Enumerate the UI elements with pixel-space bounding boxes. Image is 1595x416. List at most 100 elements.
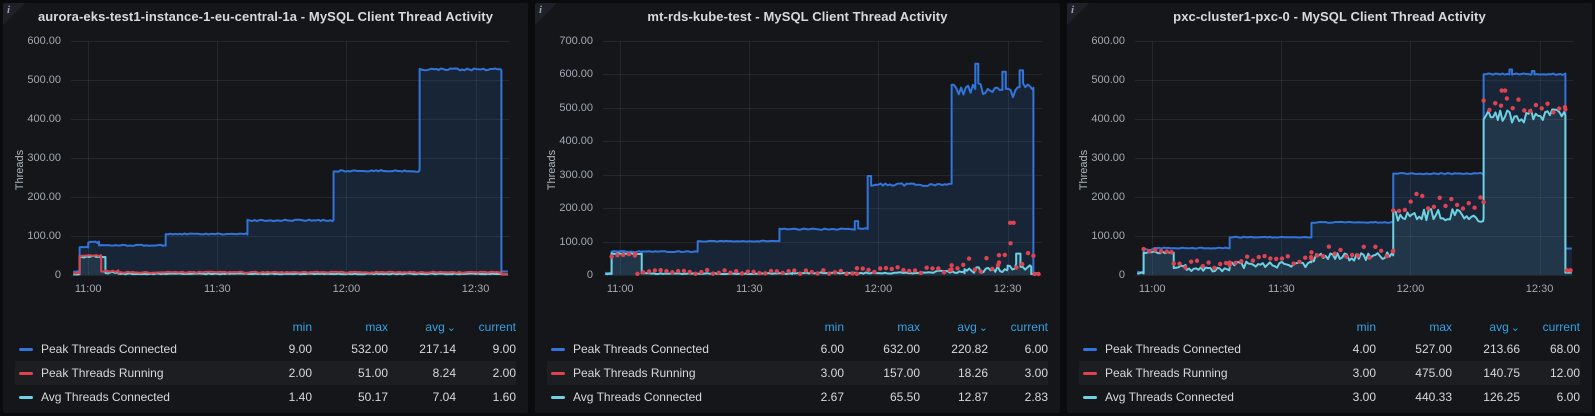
panel-title: aurora-eks-test1-instance-1-eu-central-1… (37, 8, 494, 24)
panel-info-corner[interactable]: i (3, 3, 25, 25)
stat-current: 9.00 (492, 342, 516, 356)
stat-min: 2.67 (820, 390, 844, 404)
stat-current: 2.00 (492, 366, 516, 380)
stat-current: 6.00 (1024, 342, 1048, 356)
timeseries-chart-canvas[interactable] (1071, 29, 1586, 311)
stat-avg: 12.87 (957, 390, 988, 404)
stat-current: 1.60 (492, 390, 516, 404)
legend-row-peak-threads-running: Peak Threads Running 3.00 157.00 18.26 3… (547, 361, 1048, 385)
panel-header[interactable]: i aurora-eks-test1-instance-1-eu-central… (3, 3, 528, 29)
stat-max: 51.00 (357, 366, 388, 380)
legend-series-toggle[interactable]: Peak Threads Running (1079, 366, 1314, 380)
series-color-line-icon (551, 395, 565, 399)
stat-max: 475.00 (1415, 366, 1452, 380)
legend-series-toggle[interactable]: Peak Threads Connected (15, 342, 250, 356)
panel-header[interactable]: i mt-rds-kube-test - MySQL Client Thread… (535, 3, 1060, 29)
legend-row-peak-threads-running: Peak Threads Running 2.00 51.00 8.24 2.0… (15, 361, 516, 385)
series-color-line-icon (1083, 395, 1097, 399)
legend-header-current[interactable]: current (1542, 320, 1580, 334)
timeseries-chart-canvas[interactable] (539, 29, 1054, 311)
stat-min: 4.00 (1352, 342, 1376, 356)
legend-row-avg-threads-connected: Avg Threads Connected 3.00 440.33 126.25… (1079, 385, 1580, 409)
stat-max: 632.00 (883, 342, 920, 356)
legend-header-min[interactable]: min (292, 320, 312, 334)
stat-min: 1.40 (288, 390, 312, 404)
series-color-line-icon (19, 395, 33, 399)
legend-table: min max avg ⌄ current Peak Threads Connec… (547, 317, 1048, 409)
stat-current: 68.00 (1549, 342, 1580, 356)
stat-min: 3.00 (1352, 366, 1376, 380)
stat-current: 3.00 (1024, 366, 1048, 380)
panel-pxc-cluster1-pxc-0: i pxc-cluster1-pxc-0 - MySQL Client Thre… (1067, 3, 1592, 413)
stat-min: 3.00 (820, 366, 844, 380)
stat-current: 12.00 (1549, 366, 1580, 380)
stat-min: 6.00 (820, 342, 844, 356)
stat-avg: 18.26 (957, 366, 988, 380)
stat-avg: 7.04 (432, 390, 456, 404)
legend-series-toggle[interactable]: Peak Threads Connected (547, 342, 782, 356)
legend-table: min max avg ⌄ current Peak Threads Connec… (15, 317, 516, 409)
legend-header-avg-sorted[interactable]: avg ⌄ (1489, 320, 1520, 334)
legend-row-peak-threads-connected: Peak Threads Connected 9.00 532.00 217.1… (15, 337, 516, 361)
legend-header-current[interactable]: current (478, 320, 516, 334)
panel-info-corner[interactable]: i (1067, 3, 1089, 25)
stat-min: 2.00 (288, 366, 312, 380)
chart-area: Threads 700.00600.00500.00400.00300.0020… (539, 29, 1054, 311)
legend-header-row: min max avg ⌄ current (547, 317, 1048, 337)
stat-max: 50.17 (357, 390, 388, 404)
legend-header-max[interactable]: max (1429, 320, 1452, 334)
legend-row-avg-threads-connected: Avg Threads Connected 1.40 50.17 7.04 1.… (15, 385, 516, 409)
legend-row-peak-threads-running: Peak Threads Running 3.00 475.00 140.75 … (1079, 361, 1580, 385)
stat-current: 2.83 (1024, 390, 1048, 404)
legend-header-row: min max avg ⌄ current (1079, 317, 1580, 337)
series-color-line-icon (19, 371, 33, 375)
legend-series-toggle[interactable]: Peak Threads Running (547, 366, 782, 380)
sort-chevron-down-icon: ⌄ (446, 322, 456, 334)
stat-min: 9.00 (288, 342, 312, 356)
series-color-line-icon (551, 371, 565, 375)
legend-header-current[interactable]: current (1010, 320, 1048, 334)
stat-avg: 217.14 (419, 342, 456, 356)
sort-chevron-down-icon: ⌄ (978, 322, 988, 334)
legend-header-min[interactable]: min (1356, 320, 1376, 334)
legend-series-toggle[interactable]: Peak Threads Connected (1079, 342, 1314, 356)
series-color-line-icon (19, 347, 33, 351)
stat-avg: 220.82 (951, 342, 988, 356)
legend-header-avg-sorted[interactable]: avg ⌄ (425, 320, 456, 334)
stat-max: 440.33 (1415, 390, 1452, 404)
legend-header-min[interactable]: min (824, 320, 844, 334)
chart-area: Threads 600.00500.00400.00300.00200.0010… (7, 29, 522, 311)
stat-max: 527.00 (1415, 342, 1452, 356)
timeseries-chart-canvas[interactable] (7, 29, 522, 311)
sort-chevron-down-icon: ⌄ (1510, 322, 1520, 334)
legend-header-row: min max avg ⌄ current (15, 317, 516, 337)
panel-title: mt-rds-kube-test - MySQL Client Thread A… (647, 8, 948, 24)
stat-avg: 126.25 (1483, 390, 1520, 404)
stat-max: 65.50 (889, 390, 920, 404)
legend-series-toggle[interactable]: Avg Threads Connected (1079, 390, 1314, 404)
legend-series-toggle[interactable]: Avg Threads Connected (15, 390, 250, 404)
panel-header[interactable]: i pxc-cluster1-pxc-0 - MySQL Client Thre… (1067, 3, 1592, 29)
info-icon: i (539, 4, 543, 16)
chart-area: Threads 600.00500.00400.00300.00200.0010… (1071, 29, 1586, 311)
panel-mt-rds-kube-test: i mt-rds-kube-test - MySQL Client Thread… (535, 3, 1060, 413)
legend-header-max[interactable]: max (365, 320, 388, 334)
series-color-line-icon (551, 347, 565, 351)
stat-min: 3.00 (1352, 390, 1376, 404)
stat-avg: 213.66 (1483, 342, 1520, 356)
legend-header-avg-sorted[interactable]: avg ⌄ (957, 320, 988, 334)
panel-info-corner[interactable]: i (535, 3, 557, 25)
legend-table: min max avg ⌄ current Peak Threads Connec… (1079, 317, 1580, 409)
series-color-line-icon (1083, 371, 1097, 375)
legend-header-max[interactable]: max (897, 320, 920, 334)
legend-series-toggle[interactable]: Peak Threads Running (15, 366, 250, 380)
stat-current: 6.00 (1556, 390, 1580, 404)
panel-aurora-eks-test1: i aurora-eks-test1-instance-1-eu-central… (3, 3, 528, 413)
legend-row-peak-threads-connected: Peak Threads Connected 6.00 632.00 220.8… (547, 337, 1048, 361)
legend-series-toggle[interactable]: Avg Threads Connected (547, 390, 782, 404)
stat-max: 157.00 (883, 366, 920, 380)
legend-row-peak-threads-connected: Peak Threads Connected 4.00 527.00 213.6… (1079, 337, 1580, 361)
series-color-line-icon (1083, 347, 1097, 351)
info-icon: i (7, 4, 11, 16)
